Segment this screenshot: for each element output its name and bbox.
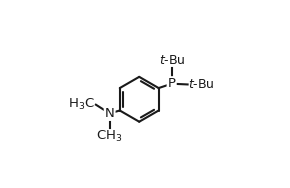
Text: N: N [105,107,115,120]
Text: H$_3$C: H$_3$C [68,97,95,112]
Text: $\it{t}$-Bu: $\it{t}$-Bu [188,78,215,91]
Text: P: P [168,77,176,90]
Text: CH$_3$: CH$_3$ [96,129,123,144]
Text: $\it{t}$-Bu: $\it{t}$-Bu [159,54,185,67]
